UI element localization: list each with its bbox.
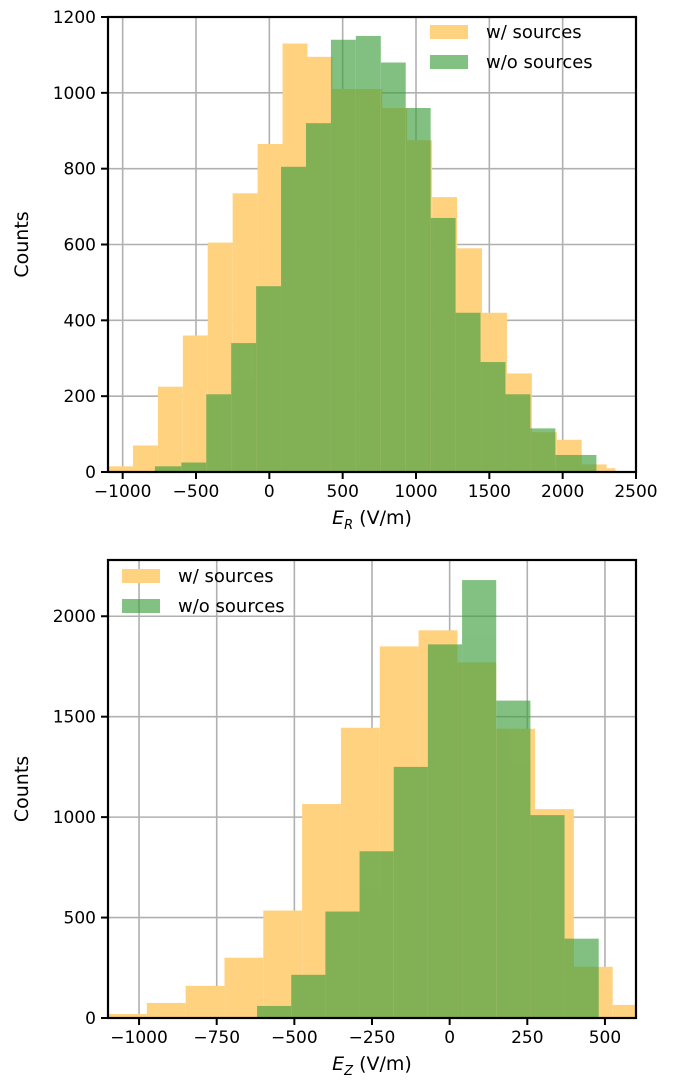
histogram-bar: [606, 468, 616, 472]
x-tick-label: 2500: [614, 482, 657, 502]
histogram-bar: [530, 815, 565, 1018]
legend-label: w/o sources: [486, 52, 593, 73]
y-tick-label: 800: [64, 160, 96, 180]
histogram-er: −1000 −500 0 500 1000 1500 2000 2500 0 200 400 600 8…: [11, 8, 658, 533]
histogram-bar: [480, 362, 506, 472]
legend-swatch: [430, 25, 468, 39]
histogram-bar: [231, 343, 257, 472]
y-tick-label: 400: [64, 311, 96, 331]
legend-label: w/ sources: [486, 22, 582, 43]
histogram-bar: [108, 466, 133, 472]
histogram-bar: [612, 1004, 636, 1018]
legend-label: w/ sources: [178, 566, 274, 587]
histogram-bar: [306, 123, 331, 473]
x-tick-label: 250: [511, 1028, 543, 1048]
histogram-bar: [325, 911, 360, 1018]
histogram-bar: [462, 580, 497, 1018]
legend-swatch: [430, 55, 468, 69]
histogram-bar: [330, 39, 356, 472]
histogram-bar: [146, 1002, 186, 1018]
y-tick-label: 0: [85, 463, 96, 483]
y-axis-label: Counts: [11, 756, 33, 822]
y-tick-label: 1000: [53, 808, 96, 828]
histogram-bar: [564, 938, 599, 1018]
histogram-bar: [393, 766, 428, 1018]
x-tick-label: −500: [173, 482, 220, 502]
histogram-bar: [359, 851, 394, 1018]
x-tick-label: −250: [349, 1028, 396, 1048]
histogram-bar: [154, 466, 182, 472]
x-tick-label: −1000: [94, 482, 152, 502]
x-tick-label: 500: [326, 482, 358, 502]
y-axis-label: Counts: [11, 211, 33, 277]
histogram-bar: [257, 1005, 292, 1018]
y-tick-label: 1500: [53, 708, 96, 728]
histogram-ez: −1000 −750 −500 −250 0 250 500 0 500 1000 1500 2000…: [11, 558, 638, 1079]
series-w-o-sources: [213, 580, 599, 1018]
legend-label: w/o sources: [178, 596, 285, 617]
legend-swatch: [122, 599, 160, 613]
y-tick-label: 600: [64, 236, 96, 256]
y-tick-label: 500: [64, 909, 96, 929]
x-tick-label: −500: [271, 1028, 318, 1048]
y-tick-label: 200: [64, 387, 96, 407]
x-tick-label: 2000: [541, 482, 584, 502]
histogram-bar: [496, 700, 531, 1018]
histogram-bar: [555, 454, 597, 472]
histogram-bar: [256, 286, 282, 472]
histogram-bar: [530, 428, 556, 472]
histogram-bar: [132, 445, 158, 472]
histogram-bar: [380, 62, 406, 472]
y-tick-label: 0: [85, 1009, 96, 1029]
histogram-bar: [206, 394, 232, 472]
y-tick-label: 1000: [53, 84, 96, 104]
x-tick-label: 1000: [394, 482, 437, 502]
x-tick-label: −1000: [110, 1028, 168, 1048]
histogram-bar: [224, 957, 264, 1018]
histogram-bar: [108, 1013, 147, 1018]
y-tick-label: 2000: [53, 607, 96, 627]
legend-swatch: [122, 569, 160, 583]
histogram-bar: [291, 974, 326, 1018]
histogram-bar: [281, 166, 306, 473]
x-tick-label: 0: [444, 1028, 455, 1048]
x-axis-label: EZ (V/m): [332, 1053, 412, 1079]
histogram-bar: [355, 35, 381, 472]
x-tick-label: 500: [589, 1028, 621, 1048]
histogram-bar: [430, 217, 456, 472]
histogram-bar: [427, 644, 463, 1018]
histogram-bar: [157, 386, 183, 472]
x-tick-label: 0: [264, 482, 275, 502]
histogram-bar: [405, 108, 431, 472]
histogram-bar: [455, 312, 481, 472]
histogram-bar: [181, 462, 207, 472]
histogram-bar: [505, 394, 531, 472]
x-tick-label: 1500: [468, 482, 511, 502]
x-tick-label: −750: [193, 1028, 240, 1048]
series-w-o-sources: [154, 35, 597, 473]
y-tick-label: 1200: [53, 8, 96, 28]
histogram-bar: [185, 985, 225, 1018]
histogram-bar: [182, 335, 208, 472]
x-axis-label: ER (V/m): [332, 507, 412, 533]
